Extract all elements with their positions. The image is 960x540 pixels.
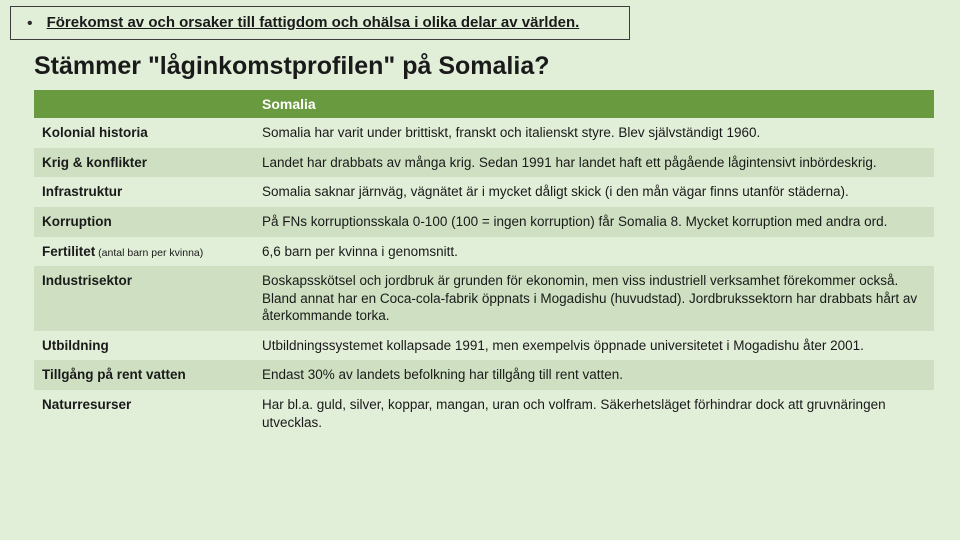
row-label: Krig & konflikter (34, 148, 254, 178)
row-value: Har bl.a. guld, silver, koppar, mangan, … (254, 390, 934, 437)
profile-table: Somalia Kolonial historia Somalia har va… (34, 90, 934, 437)
row-value: Boskapsskötsel och jordbruk är grunden f… (254, 266, 934, 331)
table-header-empty (34, 90, 254, 118)
row-value: Somalia saknar järnväg, vägnätet är i my… (254, 177, 934, 207)
row-label: Utbildning (34, 331, 254, 361)
row-label-text: Infrastruktur (42, 184, 122, 199)
row-label: Korruption (34, 207, 254, 237)
bullet-row: • Förekomst av och orsaker till fattigdo… (27, 14, 619, 32)
row-value: Somalia har varit under brittiskt, frans… (254, 118, 934, 148)
row-value: På FNs korruptionsskala 0-100 (100 = ing… (254, 207, 934, 237)
table-row: Tillgång på rent vatten Endast 30% av la… (34, 360, 934, 390)
bullet-box: • Förekomst av och orsaker till fattigdo… (10, 6, 630, 40)
row-label-text: Tillgång på rent vatten (42, 367, 186, 382)
bullet-text: Förekomst av och orsaker till fattigdom … (47, 14, 580, 31)
row-value: 6,6 barn per kvinna i genomsnitt. (254, 237, 934, 267)
row-label-text: Utbildning (42, 338, 109, 353)
row-label-text: Naturresurser (42, 397, 131, 412)
row-label-text: Fertilitet (42, 244, 95, 259)
row-label: Naturresurser (34, 390, 254, 437)
table-header-country: Somalia (254, 90, 934, 118)
row-label-sub: (antal barn per kvinna) (95, 247, 203, 259)
row-label: Kolonial historia (34, 118, 254, 148)
table-row: Infrastruktur Somalia saknar järnväg, vä… (34, 177, 934, 207)
row-label-text: Industrisektor (42, 273, 132, 288)
row-label: Tillgång på rent vatten (34, 360, 254, 390)
row-label-text: Kolonial historia (42, 125, 148, 140)
table-row: Industrisektor Boskapsskötsel och jordbr… (34, 266, 934, 331)
table-row: Korruption På FNs korruptionsskala 0-100… (34, 207, 934, 237)
row-value: Landet har drabbats av många krig. Sedan… (254, 148, 934, 178)
row-label-text: Krig & konflikter (42, 155, 147, 170)
table-row: Kolonial historia Somalia har varit unde… (34, 118, 934, 148)
table-row: Krig & konflikter Landet har drabbats av… (34, 148, 934, 178)
row-label-text: Korruption (42, 214, 112, 229)
table-body: Kolonial historia Somalia har varit unde… (34, 118, 934, 437)
table-row: Fertilitet (antal barn per kvinna) 6,6 b… (34, 237, 934, 267)
bullet-dot-icon: • (27, 16, 33, 32)
row-value: Utbildningssystemet kollapsade 1991, men… (254, 331, 934, 361)
row-label: Industrisektor (34, 266, 254, 331)
table-row: Naturresurser Har bl.a. guld, silver, ko… (34, 390, 934, 437)
page-heading: Stämmer "låginkomstprofilen" på Somalia? (34, 52, 550, 81)
row-value: Endast 30% av landets befolkning har til… (254, 360, 934, 390)
table-header-row: Somalia (34, 90, 934, 118)
row-label: Infrastruktur (34, 177, 254, 207)
table-row: Utbildning Utbildningssystemet kollapsad… (34, 331, 934, 361)
row-label: Fertilitet (antal barn per kvinna) (34, 237, 254, 267)
